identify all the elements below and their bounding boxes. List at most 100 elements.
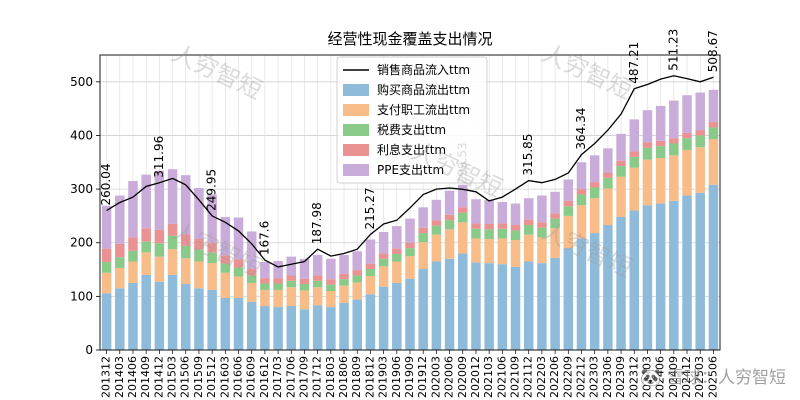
bar-segment xyxy=(141,241,151,253)
bar-segment xyxy=(326,307,336,350)
bar-segment xyxy=(339,302,349,350)
bar-segment xyxy=(418,242,428,270)
x-tick-label: 201403 xyxy=(113,356,126,398)
bar-segment xyxy=(365,275,376,295)
bar-segment xyxy=(629,210,640,350)
bar-segment xyxy=(392,226,402,249)
bar-segment xyxy=(444,214,455,221)
bar-segment xyxy=(563,248,574,350)
bar-segment xyxy=(101,293,112,350)
bar-segment xyxy=(484,229,494,239)
bar-segment xyxy=(616,160,626,167)
chart-title: 经营性现金覆盖支出情况 xyxy=(327,30,492,48)
x-tick-label: 202503 xyxy=(693,356,706,398)
value-annotation: 167.6 xyxy=(257,221,271,255)
bar-segment xyxy=(299,278,310,285)
bar-segment xyxy=(550,191,560,214)
value-annotation: 364.34 xyxy=(574,108,588,150)
bar-segment xyxy=(695,192,705,350)
bar-segment xyxy=(180,234,191,246)
bar-segment xyxy=(246,269,257,276)
bar-segment xyxy=(616,176,626,217)
bar-segment xyxy=(695,130,705,136)
bar-segment xyxy=(418,269,428,350)
bar-segment xyxy=(629,151,640,157)
bar-segment xyxy=(167,235,178,250)
x-tick-label: 201906 xyxy=(390,356,403,398)
bar-segment xyxy=(444,190,455,215)
bar-segment xyxy=(655,140,666,147)
bar-segment xyxy=(115,195,125,244)
bar-segment xyxy=(365,269,376,276)
bar-segment xyxy=(365,263,376,270)
legend-label: 销售商品流入ttm xyxy=(377,62,470,77)
x-tick-label: 201406 xyxy=(126,356,139,398)
bar-segment xyxy=(523,225,534,235)
bar-segment xyxy=(510,203,521,226)
bar-segment xyxy=(260,289,270,307)
bar-segment xyxy=(471,262,481,350)
x-tick-label: 201312 xyxy=(100,356,113,398)
bar-segment xyxy=(431,234,442,262)
bar-segment xyxy=(708,184,719,350)
bar-segment xyxy=(180,284,191,350)
bar-segment xyxy=(471,228,481,239)
bar-segment xyxy=(603,177,613,189)
bar-segment xyxy=(352,299,362,350)
x-tick-label: 202406 xyxy=(654,356,667,398)
bar-segment xyxy=(458,184,468,208)
x-tick-label: 202112 xyxy=(522,356,535,398)
bar-segment xyxy=(510,266,521,350)
x-tick-label: 201606 xyxy=(232,356,245,398)
x-tick-label: 201812 xyxy=(363,356,376,398)
bar-segment xyxy=(194,261,204,289)
bar-segment xyxy=(431,199,442,221)
bar-segment xyxy=(642,159,653,206)
legend-label: PPE支出ttm xyxy=(377,163,444,177)
bar-segment xyxy=(431,261,442,350)
bar-segment xyxy=(299,284,310,291)
bar-segment xyxy=(207,252,217,264)
bar-segment xyxy=(616,216,626,350)
bar-segment xyxy=(537,222,547,228)
legend-label: 利息支出ttm xyxy=(377,142,446,157)
x-tick-label: 201903 xyxy=(377,356,390,398)
bar-segment xyxy=(352,275,362,283)
bar-segment xyxy=(352,270,362,276)
x-tick-label: 201512 xyxy=(205,356,218,398)
x-tick-label: 202012 xyxy=(469,356,482,398)
bar-segment xyxy=(299,309,310,350)
x-tick-label: 201703 xyxy=(271,356,284,398)
bar-segment xyxy=(101,262,112,273)
bar-segment xyxy=(537,237,547,264)
bar-segment xyxy=(669,200,679,350)
x-tick-label: 201412 xyxy=(152,356,165,398)
bar-segment xyxy=(576,189,587,195)
bar-segment xyxy=(405,256,415,279)
bar-segment xyxy=(682,195,692,350)
bar-segment xyxy=(378,253,389,259)
bar-segment xyxy=(497,238,508,265)
bar-segment xyxy=(339,273,349,280)
bar-segment xyxy=(616,166,626,177)
bar-segment xyxy=(312,280,323,288)
bar-segment xyxy=(695,135,705,148)
bar-segment xyxy=(603,188,613,226)
bar-segment xyxy=(220,263,231,273)
bar-segment xyxy=(589,187,600,199)
bar-segment xyxy=(576,162,587,190)
legend-box xyxy=(336,56,488,184)
bar-segment xyxy=(431,225,442,235)
x-tick-label: 202003 xyxy=(429,356,442,398)
bar-segment xyxy=(669,138,679,144)
bar-segment xyxy=(550,257,560,350)
bar-segment xyxy=(233,259,244,268)
bar-segment xyxy=(180,245,191,259)
bar-segment xyxy=(273,289,283,308)
bar-segment xyxy=(471,199,481,224)
bar-segment xyxy=(497,228,508,239)
bar-segment xyxy=(392,261,402,283)
bar-segment xyxy=(444,229,455,259)
bar-segment xyxy=(576,205,587,239)
bar-segment xyxy=(233,267,244,277)
